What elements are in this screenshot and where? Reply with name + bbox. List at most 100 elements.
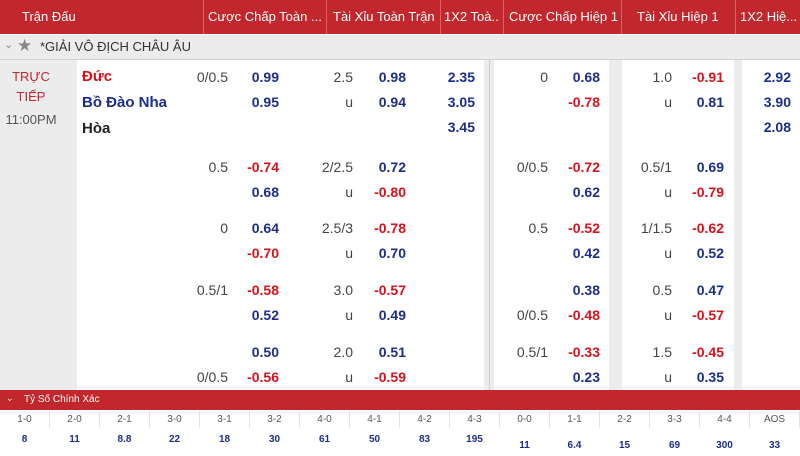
odds-cell[interactable]: 0.94 [361, 91, 412, 113]
score-odds[interactable]: 69 [668, 440, 681, 451]
col-1x2-ft-header[interactable]: 1X2 Toà... [444, 9, 500, 24]
score-label: 2-2 [600, 411, 650, 428]
hcap-ft-line: 0.5 [208, 159, 228, 175]
odds-cell[interactable]: 0.98 [361, 66, 412, 88]
odds-cell[interactable]: -0.74 [234, 156, 285, 178]
chevron-down-icon[interactable]: ⌄ [6, 393, 14, 403]
score-label: 0-0 [500, 411, 550, 428]
chevron-down-icon[interactable]: ⌄ [4, 39, 14, 51]
match-time: 11:00PM [5, 112, 57, 127]
odds-cell[interactable]: -0.62 [679, 217, 730, 239]
gap-ou-h1 [734, 60, 742, 390]
col-ou-h1-header[interactable]: Tài Xỉu Hiệp 1 [637, 9, 719, 24]
score-label: 3-3 [650, 411, 700, 428]
odds-cell[interactable]: -0.52 [555, 217, 606, 239]
col-ou-ft-header[interactable]: Tài Xỉu Toàn Trận [333, 9, 435, 24]
hcap-ft-line: 0/0.5 [196, 69, 228, 85]
col-hcap-ft-header[interactable]: Cược Chấp Toàn ... [208, 9, 322, 24]
col-match-header[interactable]: Trận Đấu [22, 9, 76, 24]
odds-cell[interactable]: 0.81 [679, 91, 730, 113]
score-odds[interactable]: 50 [368, 434, 381, 445]
score-odds[interactable]: 8 [21, 434, 28, 445]
score-odds[interactable]: 11 [69, 434, 80, 445]
score-odds[interactable]: 83 [418, 434, 431, 445]
live-label-2: TIẾP [16, 89, 46, 104]
odds-cell[interactable]: 2.35 [426, 66, 481, 88]
odds-cell[interactable]: -0.78 [555, 91, 606, 113]
ou-h1-line: 1/1.5 [640, 220, 672, 236]
odds-cell[interactable]: 0.47 [679, 279, 730, 301]
score-label: 3-1 [200, 411, 250, 428]
league-name: *GIẢI VÔ ĐỊCH CHÂU ÂU [40, 39, 191, 54]
odds-cell[interactable]: 3.05 [426, 91, 481, 113]
league-bar[interactable]: ⌄ ★ *GIẢI VÔ ĐỊCH CHÂU ÂU [0, 35, 800, 60]
col-1x2-h1-header[interactable]: 1X2 Hiệ... [740, 9, 798, 24]
hcap-ft-line: 0/0.5 [196, 369, 228, 385]
score-label: 2-1 [100, 411, 150, 428]
score-odds[interactable]: 6.4 [567, 440, 582, 451]
ou-ft-line: 2.5/3 [321, 220, 353, 236]
correct-score-bar[interactable]: ⌄ Tỷ Số Chính Xác [0, 390, 800, 410]
odds-cell[interactable]: 0.52 [679, 242, 730, 264]
score-odds[interactable]: 11 [519, 440, 530, 451]
under-label: u [664, 184, 672, 200]
odds-cell[interactable]: -0.72 [555, 156, 606, 178]
odds-cell[interactable]: 0.49 [361, 304, 412, 326]
score-odds[interactable]: 18 [218, 434, 231, 445]
away-team[interactable]: Bồ Đào Nha [82, 94, 168, 111]
ou-ft-line: 2.5 [333, 69, 353, 85]
odds-cell[interactable]: -0.45 [679, 341, 730, 363]
odds-cell[interactable]: 0.70 [361, 242, 412, 264]
odds-cell[interactable]: 0.50 [234, 341, 285, 363]
star-icon[interactable]: ★ [17, 36, 33, 55]
odds-cell[interactable]: 0.95 [234, 91, 285, 113]
odds-cell[interactable]: 0.68 [555, 66, 606, 88]
odds-cell[interactable]: -0.48 [555, 304, 606, 326]
score-odds[interactable]: 33 [768, 440, 781, 451]
odds-cell[interactable]: 0.42 [555, 242, 606, 264]
odds-cell[interactable]: -0.79 [679, 181, 730, 203]
under-label: u [664, 307, 672, 323]
odds-cell[interactable]: 0.99 [234, 66, 285, 88]
odds-cell[interactable]: -0.57 [679, 304, 730, 326]
score-label: 3-2 [250, 411, 300, 428]
odds-cell[interactable]: 0.62 [555, 181, 606, 203]
odds-cell[interactable]: -0.80 [361, 181, 412, 203]
odds-cell[interactable]: 0.68 [234, 181, 285, 203]
score-odds[interactable]: 8.8 [117, 434, 132, 445]
score-odds[interactable]: 300 [716, 440, 733, 451]
odds-cell[interactable]: 3.90 [744, 91, 797, 113]
odds-cell[interactable]: -0.59 [361, 366, 412, 388]
score-odds[interactable]: 30 [268, 434, 281, 445]
score-label: 4-3 [450, 411, 500, 428]
hcap-ft-line: 0 [220, 220, 228, 236]
odds-cell[interactable]: 2.92 [744, 66, 797, 88]
odds-cell[interactable]: -0.70 [234, 242, 285, 264]
odds-cell[interactable]: 0.38 [555, 279, 606, 301]
odds-cell[interactable]: 0.23 [555, 366, 606, 388]
score-odds[interactable]: 61 [318, 434, 331, 445]
odds-cell[interactable]: 0.51 [361, 341, 412, 363]
odds-cell[interactable]: -0.78 [361, 217, 412, 239]
home-team[interactable]: Đức [82, 68, 113, 85]
correct-score-title: Tỷ Số Chính Xác [24, 394, 100, 405]
hcap-h1-line: 0/0.5 [516, 307, 548, 323]
score-odds[interactable]: 15 [618, 440, 631, 451]
odds-cell[interactable]: -0.57 [361, 279, 412, 301]
odds-cell[interactable]: 3.45 [426, 116, 481, 138]
score-odds[interactable]: 195 [466, 434, 483, 445]
odds-cell[interactable]: -0.58 [234, 279, 285, 301]
odds-cell[interactable]: -0.56 [234, 366, 285, 388]
odds-cell[interactable]: -0.33 [555, 341, 606, 363]
odds-cell[interactable]: 0.35 [679, 366, 730, 388]
odds-cell[interactable]: 0.69 [679, 156, 730, 178]
odds-cell[interactable]: -0.91 [679, 66, 730, 88]
col-hcap-h1-header[interactable]: Cược Chấp Hiệp 1 [509, 9, 618, 24]
odds-cell[interactable]: 0.64 [234, 217, 285, 239]
odds-cell[interactable]: 0.52 [234, 304, 285, 326]
odds-cell[interactable]: 0.72 [361, 156, 412, 178]
odds-cell[interactable]: 2.08 [744, 116, 797, 138]
hcap-h1-line: 0 [540, 69, 548, 85]
ou-h1-line: 0.5 [652, 282, 672, 298]
score-odds[interactable]: 22 [168, 434, 181, 445]
